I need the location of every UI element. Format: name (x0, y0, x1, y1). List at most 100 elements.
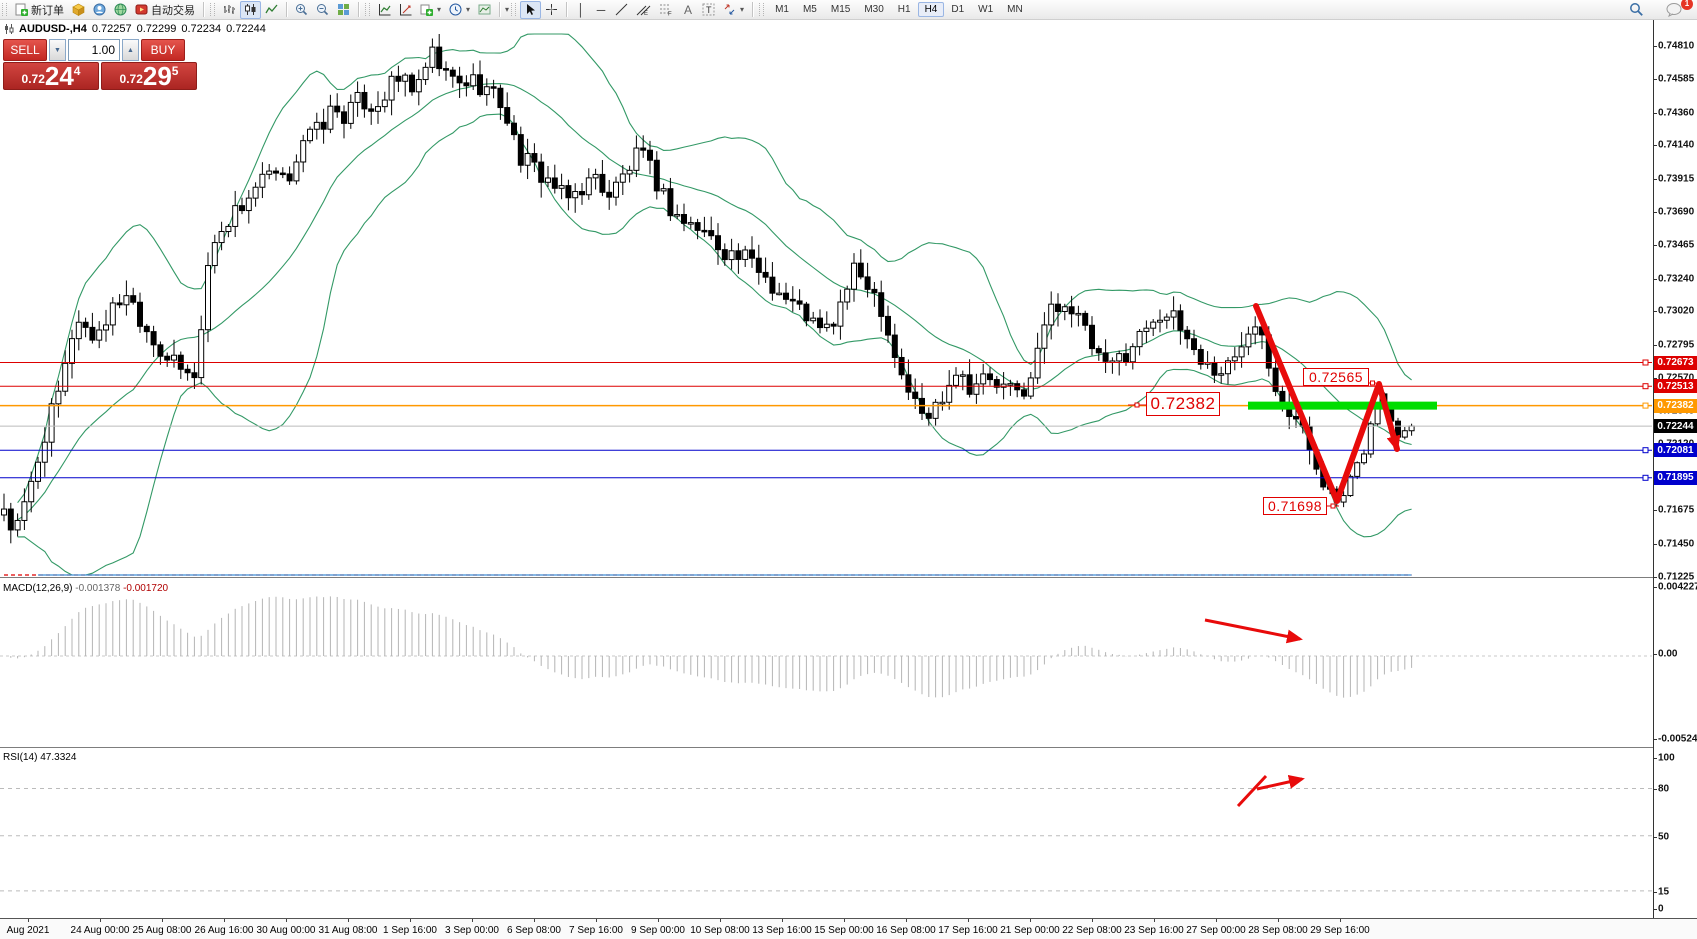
timeframe-m5[interactable]: M5 (802, 4, 817, 15)
ohlc-high: 0.72299 (136, 23, 177, 35)
rsi-tick-mark (1653, 789, 1657, 790)
candle-bull (844, 288, 851, 303)
new-chart-button[interactable]: ▾ (416, 1, 445, 19)
line-handle[interactable] (1642, 383, 1649, 390)
annotation-price-label[interactable]: 0.71698 (1263, 497, 1327, 515)
objects-window-button[interactable] (395, 1, 416, 19)
candle-bull (1225, 360, 1231, 375)
candle-bull (633, 147, 640, 171)
signals-button[interactable] (110, 1, 131, 19)
channel-tool[interactable]: E (632, 1, 655, 19)
trend-zigzag-arrow[interactable] (1253, 303, 1401, 504)
candle-bear (504, 107, 511, 124)
price-axis-badge: 0.72081 (1654, 443, 1697, 458)
support-highlight-bar[interactable] (1248, 401, 1437, 410)
toolbar-grip[interactable] (2, 3, 7, 16)
toolbar-overflow-caret[interactable]: ▾ (505, 5, 510, 14)
toolbar-grip[interactable] (365, 3, 370, 16)
arrows-tool[interactable]: ▾ (719, 1, 748, 19)
community-button[interactable] (89, 1, 110, 19)
sell-price-display[interactable]: 0.72 24 4 (3, 62, 99, 90)
toolbar-grip[interactable] (511, 3, 517, 16)
text-label-tool[interactable]: T (698, 1, 719, 19)
bollinger-lower-band (17, 113, 1412, 576)
market-button[interactable] (68, 1, 89, 19)
candle-bear (320, 121, 327, 130)
toolbar-grip[interactable] (210, 3, 215, 16)
timeframe-h1[interactable]: H1 (897, 4, 911, 15)
timeframe-h4[interactable]: H4 (917, 2, 945, 17)
buy-price-display[interactable]: 0.72 29 5 (101, 62, 197, 90)
sell-button[interactable]: SELL (3, 39, 47, 61)
horizontal-line-tool[interactable]: ─ (591, 1, 611, 19)
cursor-tool-button[interactable] (520, 0, 542, 19)
line-handle[interactable] (1642, 447, 1649, 454)
new-order-button[interactable]: 新订单 (11, 1, 68, 19)
candle-bear (715, 235, 721, 251)
time-tick-label: 6 Sep 08:00 (507, 925, 561, 936)
candle-bear (456, 75, 463, 84)
objects-window-icon (400, 4, 412, 16)
annotation-price-label[interactable]: 0.72382 (1146, 392, 1220, 416)
fibonacci-tool[interactable]: F (655, 1, 678, 19)
tile-windows-button[interactable] (333, 1, 354, 19)
text-label-icon: T (702, 3, 715, 16)
svg-text:F: F (668, 12, 672, 17)
volume-increase-button[interactable]: ▲ (122, 39, 139, 61)
candle-bull (1401, 430, 1408, 438)
candle-bear (762, 271, 769, 278)
toolbar-grip[interactable] (759, 3, 765, 16)
ohlc-low: 0.72234 (181, 23, 222, 35)
rsi-label: RSI(14) 47.3324 (3, 752, 76, 763)
line-handle[interactable] (1642, 474, 1649, 481)
zoom-in-button[interactable] (291, 1, 312, 19)
candle-bull (619, 173, 626, 183)
candle-bull (252, 186, 259, 199)
candle-bear (517, 134, 524, 166)
timeframe-w1[interactable]: W1 (978, 4, 994, 15)
rsi-panel-separator[interactable] (0, 747, 1653, 749)
trendline-tool[interactable] (611, 1, 632, 19)
toolbar-separator (752, 2, 754, 17)
bar-chart-button[interactable] (219, 1, 240, 19)
volume-decrease-button[interactable]: ▼ (49, 39, 66, 61)
time-tick-label: 24 Aug 00:00 (70, 925, 130, 936)
line-handle[interactable] (1642, 359, 1649, 366)
macd-annotation-arrow[interactable] (1204, 618, 1303, 644)
price-axis[interactable] (1653, 20, 1697, 918)
time-tick-label: 25 Aug 08:00 (132, 925, 192, 936)
buy-button[interactable]: BUY (141, 39, 185, 61)
annotation-price-label[interactable]: 0.72565 (1303, 368, 1369, 386)
line-handle[interactable] (1642, 402, 1649, 409)
autotrade-button[interactable]: 自动交易 (131, 1, 199, 19)
line-chart-button[interactable] (261, 1, 282, 19)
rsi-annotation-arrow[interactable] (1256, 774, 1305, 791)
candle-bull (293, 161, 300, 182)
crosshair-tool-button[interactable] (541, 1, 562, 19)
volume-input[interactable] (68, 39, 120, 61)
templates-button[interactable] (474, 1, 495, 19)
text-tool[interactable]: A (678, 1, 698, 19)
search-button[interactable] (1625, 1, 1648, 19)
timeframe-d1[interactable]: D1 (951, 4, 965, 15)
zoom-out-button[interactable] (312, 1, 333, 19)
candle-bull (1238, 346, 1245, 358)
timeframe-m15[interactable]: M15 (830, 4, 851, 15)
candle-bear (667, 188, 674, 217)
timeframe-m1[interactable]: M1 (775, 4, 789, 15)
period-button[interactable]: ▾ (445, 1, 474, 19)
vertical-line-tool[interactable]: │ (571, 1, 591, 19)
timeframe-mn[interactable]: MN (1007, 4, 1023, 15)
timeframe-m30[interactable]: M30 (864, 4, 884, 15)
candle-bear (796, 300, 803, 305)
time-axis[interactable]: Aug 2021 24 Aug 00:00 25 Aug 08:00 26 Aug 1… (0, 918, 1697, 939)
candle-chart-button[interactable] (240, 0, 261, 19)
candle-bear (993, 379, 1000, 388)
macd-panel-separator[interactable] (0, 577, 1653, 579)
rsi-annotation-arrow[interactable] (1236, 774, 1268, 808)
indicators-window-button[interactable] (374, 1, 395, 19)
candle-bull (592, 173, 599, 179)
candle-bull (810, 317, 817, 322)
chat-button[interactable]: 1 (1662, 0, 1693, 19)
